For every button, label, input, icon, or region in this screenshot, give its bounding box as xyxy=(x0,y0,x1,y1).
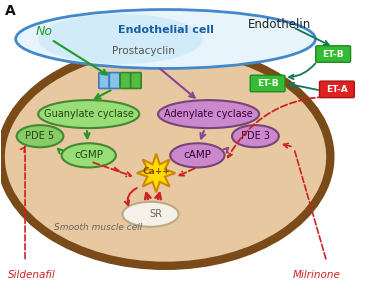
FancyBboxPatch shape xyxy=(131,73,141,89)
Text: Milrinone: Milrinone xyxy=(293,270,341,280)
Text: PDE 5: PDE 5 xyxy=(26,131,55,141)
Text: Prostacyclin: Prostacyclin xyxy=(112,46,174,56)
Text: Ca++: Ca++ xyxy=(142,167,170,176)
Text: Smooth muscle cell: Smooth muscle cell xyxy=(54,223,142,232)
Ellipse shape xyxy=(38,100,139,128)
Text: ET-B: ET-B xyxy=(322,49,344,59)
Polygon shape xyxy=(137,154,175,192)
Ellipse shape xyxy=(38,14,203,64)
Text: SR: SR xyxy=(150,209,163,219)
Ellipse shape xyxy=(158,100,259,128)
FancyBboxPatch shape xyxy=(109,73,120,89)
Ellipse shape xyxy=(170,143,224,168)
Ellipse shape xyxy=(17,125,64,147)
Text: Endothelin: Endothelin xyxy=(248,18,311,31)
Text: Guanylate cyclase: Guanylate cyclase xyxy=(44,109,133,119)
Text: PDE 3: PDE 3 xyxy=(241,131,270,141)
Ellipse shape xyxy=(232,125,279,147)
Text: No: No xyxy=(35,25,52,38)
Ellipse shape xyxy=(62,143,116,168)
Ellipse shape xyxy=(123,202,179,227)
Ellipse shape xyxy=(1,48,331,266)
FancyBboxPatch shape xyxy=(316,46,350,62)
Ellipse shape xyxy=(16,9,315,68)
Text: Adenylate cyclase: Adenylate cyclase xyxy=(164,109,253,119)
FancyBboxPatch shape xyxy=(120,73,131,89)
FancyBboxPatch shape xyxy=(320,81,354,98)
Text: Endothelial cell: Endothelial cell xyxy=(118,25,214,35)
Text: Sildenafil: Sildenafil xyxy=(8,270,56,280)
FancyBboxPatch shape xyxy=(250,75,285,92)
Text: cAMP: cAMP xyxy=(183,150,211,160)
Text: A: A xyxy=(5,4,15,18)
FancyBboxPatch shape xyxy=(99,73,109,89)
Text: ET-B: ET-B xyxy=(257,79,278,88)
Text: ET-A: ET-A xyxy=(326,85,348,94)
Text: cGMP: cGMP xyxy=(74,150,103,160)
